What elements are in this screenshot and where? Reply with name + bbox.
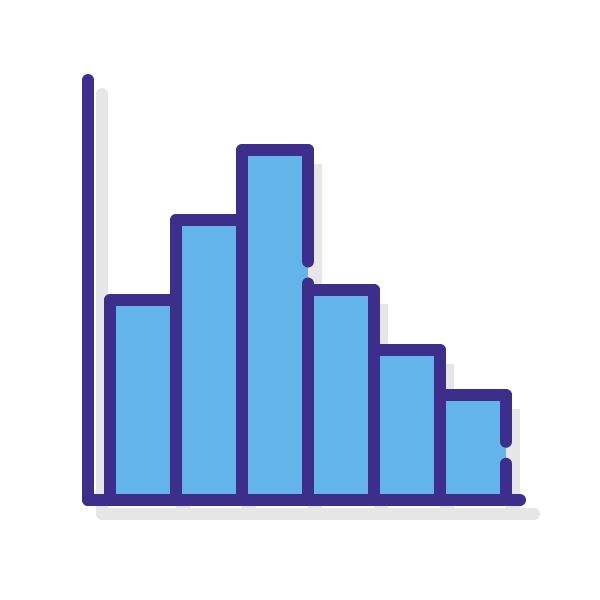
bar-chart-svg <box>0 0 600 600</box>
bar <box>242 150 308 500</box>
bar-chart-icon <box>0 0 600 600</box>
bar <box>374 350 440 500</box>
bar <box>176 220 242 500</box>
bar <box>110 300 176 500</box>
bar <box>440 395 506 500</box>
bar <box>308 290 374 500</box>
